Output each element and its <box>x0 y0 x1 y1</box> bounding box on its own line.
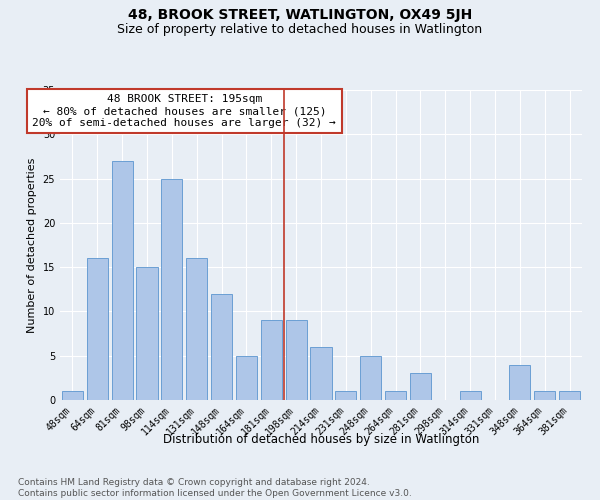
Bar <box>310 347 332 400</box>
Bar <box>286 320 307 400</box>
Bar <box>261 320 282 400</box>
Text: Distribution of detached houses by size in Watlington: Distribution of detached houses by size … <box>163 432 479 446</box>
Bar <box>385 391 406 400</box>
Bar <box>410 374 431 400</box>
Bar <box>360 356 381 400</box>
Text: Contains HM Land Registry data © Crown copyright and database right 2024.
Contai: Contains HM Land Registry data © Crown c… <box>18 478 412 498</box>
Bar <box>534 391 555 400</box>
Bar <box>136 267 158 400</box>
Bar <box>509 364 530 400</box>
Bar <box>161 178 182 400</box>
Bar <box>335 391 356 400</box>
Y-axis label: Number of detached properties: Number of detached properties <box>27 158 37 332</box>
Bar <box>211 294 232 400</box>
Bar <box>87 258 108 400</box>
Text: 48, BROOK STREET, WATLINGTON, OX49 5JH: 48, BROOK STREET, WATLINGTON, OX49 5JH <box>128 8 472 22</box>
Bar <box>62 391 83 400</box>
Bar <box>236 356 257 400</box>
Text: 48 BROOK STREET: 195sqm
← 80% of detached houses are smaller (125)
20% of semi-d: 48 BROOK STREET: 195sqm ← 80% of detache… <box>32 94 336 128</box>
Bar <box>186 258 207 400</box>
Text: Size of property relative to detached houses in Watlington: Size of property relative to detached ho… <box>118 22 482 36</box>
Bar <box>559 391 580 400</box>
Bar <box>460 391 481 400</box>
Bar <box>112 161 133 400</box>
